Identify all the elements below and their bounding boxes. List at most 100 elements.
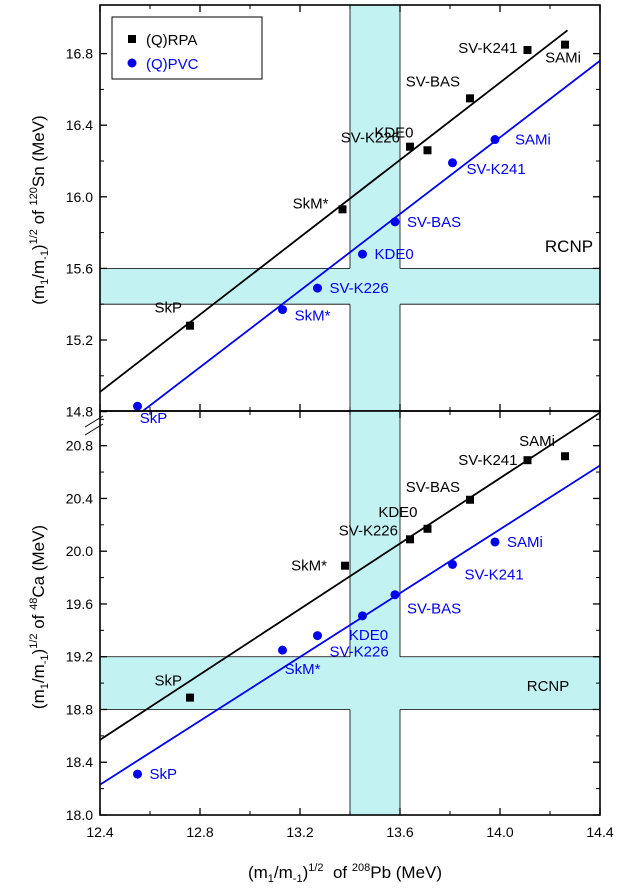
pvc-point [313, 283, 322, 293]
point-label: SV-BAS [406, 479, 460, 496]
y-tick-label: 19.6 [66, 596, 93, 612]
legend-pvc-label: (Q)PVC [146, 56, 199, 73]
vertical-band [350, 5, 400, 411]
x-tick-label: 12.4 [86, 824, 113, 840]
rpa-point [466, 495, 474, 504]
fit-line-rpa [100, 29, 569, 393]
point-label: SkM* [295, 308, 331, 325]
point-label: SV-K226 [339, 522, 398, 539]
pvc-point [313, 631, 322, 641]
x-axis-label: (m1/m-1)1/2 of 208Pb (MeV) [248, 862, 442, 885]
legend-rpa-marker [128, 35, 136, 43]
rpa-point [523, 456, 532, 465]
point-label: SV-K226 [330, 280, 389, 297]
point-label: KDE0 [374, 124, 413, 141]
top-panel: RCNPSkPSkM*SV-K226KDE0SV-BASSV-K241SAMiS… [66, 4, 601, 427]
fit-line-pvc [141, 60, 600, 411]
y-tick-label: 18.8 [66, 701, 93, 717]
pvc-point [448, 559, 457, 569]
y-tick-label: 16.0 [66, 189, 93, 205]
bottom-y-axis-label-text: (m1/m-1)1/2 of 48Ca (MeV) [28, 525, 51, 709]
bottom-panel: RCNPSkPSkM*SV-K226KDE0SV-BASSV-K241SAMiS… [66, 410, 614, 840]
y-tick-label: 18.4 [66, 754, 93, 770]
rpa-point [186, 693, 194, 702]
point-label: KDE0 [349, 627, 388, 644]
point-label: SV-K241 [458, 40, 517, 57]
point-label: KDE0 [375, 246, 414, 263]
point-label: SV-K241 [467, 161, 526, 178]
bottom-y-axis-label: (m1/m-1)1/2 of 48Ca (MeV) [28, 525, 51, 709]
fit-line-rpa [100, 411, 600, 741]
point-label: SAMi [519, 433, 555, 450]
rpa-point [423, 524, 432, 533]
top-y-axis-label: (m1/m-1)1/2 of 120Sn (MeV) [28, 115, 51, 304]
horizontal-band [100, 656, 600, 710]
pvc-point [278, 305, 287, 315]
pvc-point [358, 249, 367, 259]
rpa-point [561, 452, 569, 461]
rpa-point [341, 561, 349, 570]
x-tick-label: 13.2 [286, 824, 313, 840]
axis-break-line-lower [84, 423, 104, 436]
point-label: KDE0 [378, 504, 417, 521]
y-tick-label: 19.2 [66, 649, 93, 665]
pvc-point [358, 611, 367, 621]
point-label: SkP [154, 673, 182, 690]
plot-area [100, 411, 600, 815]
point-label: SV-BAS [407, 601, 461, 618]
point-label: SAMi [515, 132, 551, 149]
pvc-point [490, 135, 500, 145]
x-tick-label: 14.0 [486, 824, 513, 840]
pvc-point [133, 401, 142, 411]
rpa-point [406, 535, 414, 544]
plot-area [100, 5, 600, 411]
pvc-point [278, 645, 287, 655]
point-label: SV-K226 [330, 644, 389, 661]
y-tick-label: 16.8 [66, 46, 93, 62]
legend: (Q)RPA (Q)PVC [111, 16, 263, 80]
y-tick-label: 15.6 [66, 260, 93, 276]
axis-break-line-upper [84, 415, 104, 428]
point-label: SV-BAS [407, 214, 461, 231]
point-label: SkM* [285, 661, 321, 678]
rpa-point [186, 321, 194, 330]
point-label: SkP [154, 300, 182, 317]
point-label: SkM* [291, 558, 327, 575]
point-label: SAMi [507, 534, 543, 551]
point-label: SkM* [293, 195, 329, 212]
rcnp-label: RCNP [545, 237, 593, 256]
y-tick-label: 20.4 [66, 490, 93, 506]
point-label: SV-BAS [406, 73, 460, 90]
top-y-axis-label-text: (m1/m-1)1/2 of 120Sn (MeV) [28, 115, 51, 304]
rpa-point [561, 40, 569, 49]
axis-break-mark [84, 415, 104, 436]
legend-rpa-label: (Q)RPA [146, 32, 197, 49]
point-label: SkP [150, 766, 178, 783]
rpa-point [523, 46, 532, 55]
horizontal-band [100, 268, 600, 305]
x-tick-label: 12.8 [186, 824, 213, 840]
rpa-point [423, 146, 432, 155]
point-label: SAMi [545, 50, 581, 67]
point-label: SV-K241 [465, 566, 524, 583]
x-axis-label-text: (m1/m-1)1/2 of 208Pb (MeV) [248, 862, 442, 885]
rpa-point [466, 94, 474, 103]
y-tick-label: 20.0 [66, 543, 93, 559]
rcnp-label: RCNP [527, 678, 570, 695]
legend-box [111, 16, 263, 80]
x-tick-label: 13.6 [386, 824, 413, 840]
pvc-point [133, 769, 142, 779]
pvc-point [390, 590, 400, 600]
y-tick-label: 14.8 [66, 404, 93, 420]
point-label: SV-K226 [341, 130, 400, 147]
pvc-point [490, 537, 500, 547]
y-tick-label: 16.4 [66, 117, 93, 133]
rpa-point [406, 142, 414, 151]
legend-pvc-marker [127, 58, 137, 68]
point-label: SV-K241 [458, 452, 517, 469]
pvc-point [448, 158, 457, 168]
y-tick-label: 18.0 [66, 807, 93, 823]
x-tick-label: 14.4 [586, 824, 613, 840]
fit-line-pvc [100, 464, 600, 786]
